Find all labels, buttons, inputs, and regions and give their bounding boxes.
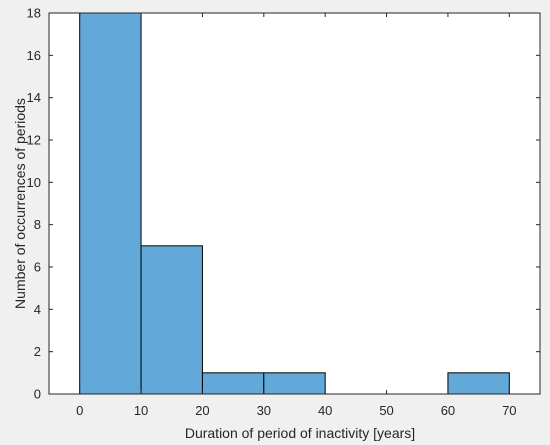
histogram-bar-0-10 [79,12,142,395]
y-tick-label: 12 [27,133,41,148]
y-tick-label: 8 [34,217,41,232]
y-tick-label: 10 [27,175,41,190]
y-tick-label: 6 [34,260,41,275]
y-tick-label: 4 [34,302,41,317]
y-tick-label: 16 [27,48,41,63]
y-tick-label: 18 [27,6,41,21]
histogram-bar-10-20 [140,245,203,395]
x-tick-label: 10 [134,403,148,418]
x-tick-label: 60 [441,403,455,418]
histogram-bar-30-40 [263,372,326,395]
y-ticks: 0 2 4 6 8 10 12 14 16 18 [27,6,540,402]
y-tick-label: 14 [27,90,41,105]
x-tick-label: 50 [379,403,393,418]
x-tick-label: 70 [502,403,516,418]
histogram-bar-20-30 [201,372,265,395]
x-axis-label: Duration of period of inactivity [years] [185,425,415,441]
bars-layer [79,12,510,395]
x-tick-label: 20 [195,403,209,418]
x-tick-label: 40 [318,403,332,418]
x-ticks: 0 10 20 30 40 50 60 70 [76,13,517,418]
axes-box [48,12,541,395]
x-tick-label: 0 [76,403,83,418]
y-axis-label: Number of occurrences of periods [12,98,28,309]
x-tick-label: 30 [257,403,271,418]
histogram-bar-60-70 [447,372,510,395]
y-tick-label: 0 [34,387,41,402]
y-tick-label: 2 [34,344,41,359]
